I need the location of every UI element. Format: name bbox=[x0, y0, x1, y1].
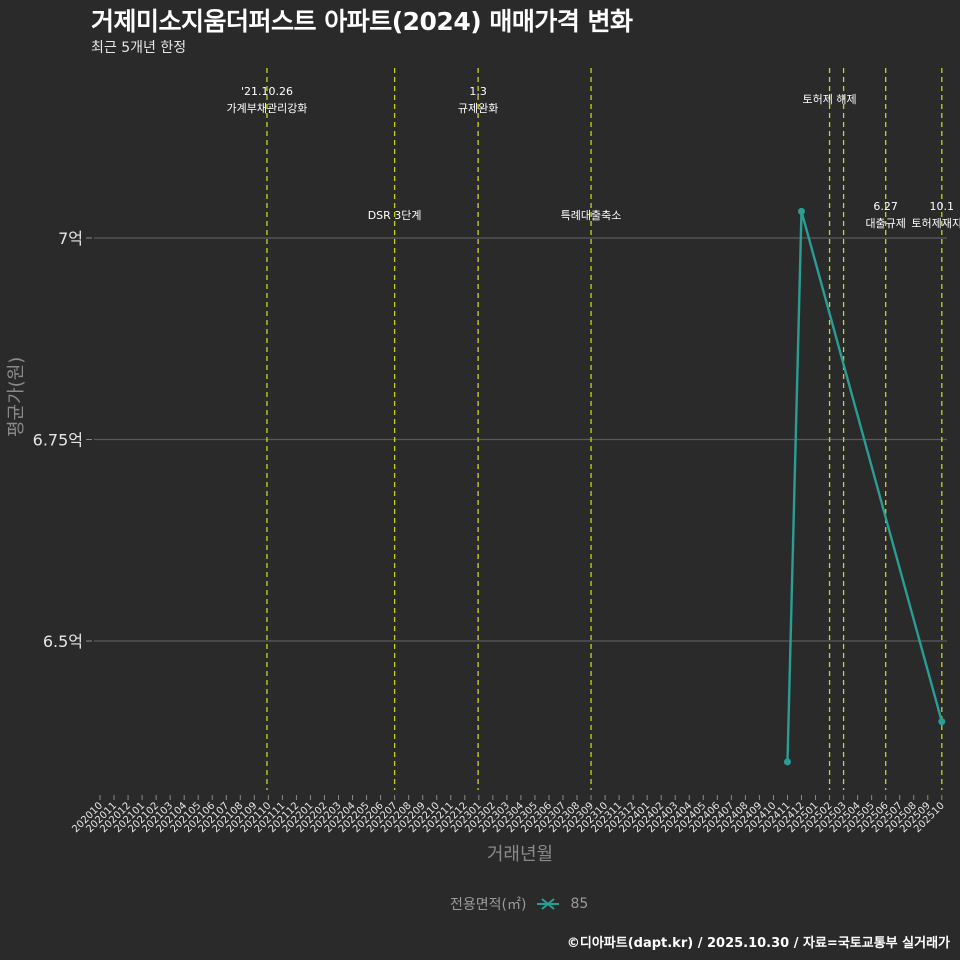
series-line bbox=[786, 210, 943, 762]
chart-title: 거제미소지움더퍼스트 아파트(2024) 매매가격 변화 bbox=[91, 7, 633, 36]
data-point bbox=[798, 207, 805, 215]
y-axis-ticks: 6.5억 6.75억 7억 bbox=[33, 229, 92, 651]
svg-text:규제완화: 규제완화 bbox=[458, 102, 498, 115]
legend-title: 전용면적(㎡) bbox=[450, 897, 527, 913]
x-axis-title: 거래년월 bbox=[486, 844, 554, 865]
data-point bbox=[938, 718, 946, 726]
y-tick-label: 7억 bbox=[58, 229, 83, 248]
svg-text:토허제 해제: 토허제 해제 bbox=[803, 92, 857, 106]
y-tick-label: 6.75억 bbox=[33, 431, 83, 450]
svg-text:토허제재지정: 토허제재지정 bbox=[911, 217, 960, 230]
legend-line-marker-icon bbox=[537, 898, 560, 910]
svg-text:1.3: 1.3 bbox=[469, 85, 487, 98]
y-axis-title: 평균가(원) bbox=[6, 356, 27, 437]
legend-item-85: 85 bbox=[570, 896, 589, 912]
svg-text:'21.10.26: '21.10.26 bbox=[241, 85, 293, 98]
y-tick-label: 6.5억 bbox=[43, 632, 83, 651]
svg-text:6.27: 6.27 bbox=[873, 200, 898, 213]
svg-text:DSR 3단계: DSR 3단계 bbox=[368, 209, 422, 222]
chart-subtitle: 최근 5개년 한정 bbox=[91, 40, 187, 56]
data-point bbox=[783, 758, 791, 766]
x-axis-ticks: 2020102020112020122021012021022021032021… bbox=[70, 795, 947, 835]
svg-text:가계부채관리강화: 가계부채관리강화 bbox=[226, 102, 307, 115]
legend: 전용면적(㎡) 85 bbox=[450, 894, 588, 914]
gridlines bbox=[94, 237, 947, 642]
svg-text:대출규제: 대출규제 bbox=[865, 217, 905, 230]
series-85 bbox=[783, 207, 946, 766]
svg-text:특례대출축소: 특례대출축소 bbox=[561, 209, 622, 222]
svg-text:10.1: 10.1 bbox=[930, 200, 955, 213]
source-credit: ©디아파트(dapt.kr) / 2025.10.30 / 자료=국토교통부 실… bbox=[566, 936, 950, 951]
